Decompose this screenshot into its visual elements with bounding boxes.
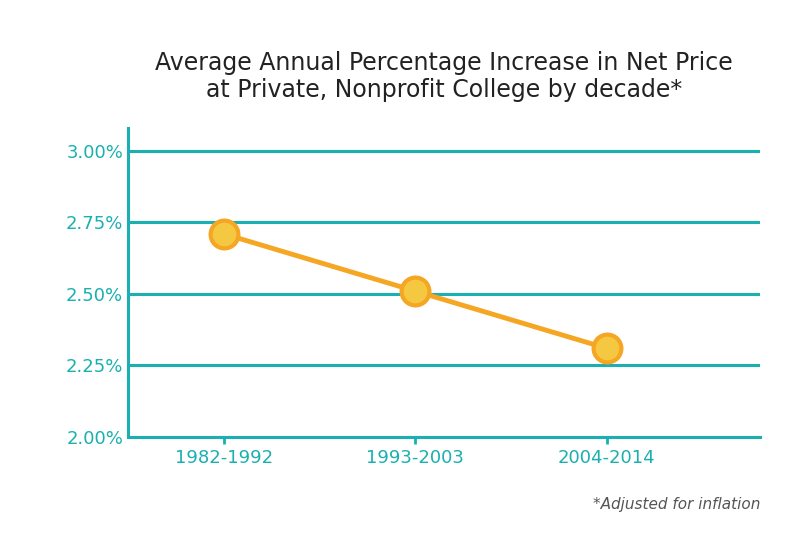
Text: *Adjusted for inflation: *Adjusted for inflation (593, 497, 760, 512)
Title: Average Annual Percentage Increase in Net Price
at Private, Nonprofit College by: Average Annual Percentage Increase in Ne… (155, 51, 733, 102)
